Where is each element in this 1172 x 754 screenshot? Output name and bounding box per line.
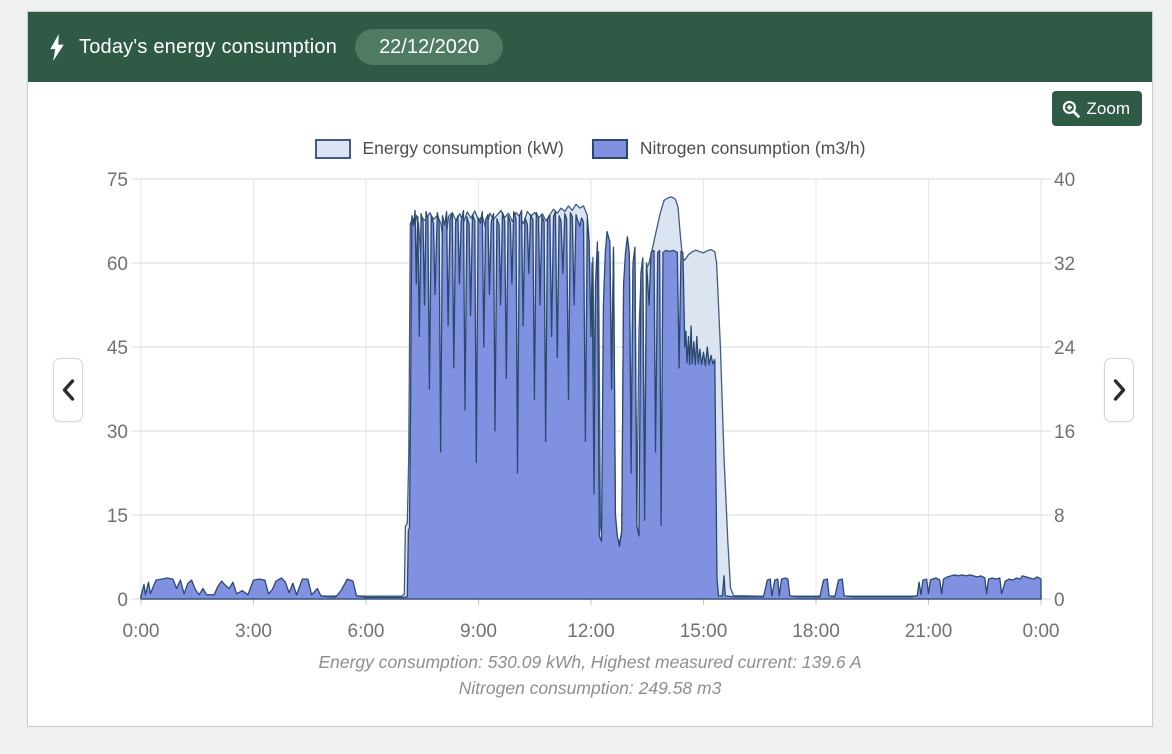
panel-title: Today's energy consumption [79,35,338,58]
chart-legend: Energy consumption (kW) Nitrogen consump… [28,138,1152,159]
y-right-tick-label: 24 [1054,338,1076,359]
x-tick-label: 9:00 [460,621,497,642]
x-tick-label: 0:00 [123,621,160,642]
y-left-tick-label: 45 [107,338,128,359]
y-left-tick-label: 15 [107,506,128,527]
y-right-tick-label: 40 [1054,170,1075,191]
summary-line-nitrogen: Nitrogen consumption: 249.58 m3 [458,678,722,698]
x-tick-label: 15:00 [680,621,728,642]
x-tick-label: 3:00 [235,621,272,642]
panel-header: Today's energy consumption 22/12/2020 [28,12,1152,82]
y-left-tick-label: 0 [117,590,128,611]
legend-item-energy[interactable]: Energy consumption (kW) [314,138,564,159]
date-badge: 22/12/2020 [355,29,504,65]
x-tick-label: 12:00 [567,621,615,642]
lightning-bolt-icon [50,33,64,61]
y-left-tick-label: 75 [107,170,128,191]
legend-label-energy: Energy consumption (kW) [362,138,564,158]
previous-day-button[interactable] [53,358,83,422]
y-right-tick-label: 8 [1054,506,1065,527]
y-right-tick-label: 32 [1054,254,1075,275]
zoom-button-label: Zoom [1086,98,1130,118]
legend-label-nitrogen: Nitrogen consumption (m3/h) [639,138,866,158]
legend-swatch-energy [314,138,351,159]
x-tick-label: 21:00 [905,621,953,642]
x-tick-label: 18:00 [792,621,840,642]
area-series-nitrogen [140,209,1042,600]
zoom-button[interactable]: Zoom [1051,91,1142,126]
y-left-tick-label: 30 [107,422,128,443]
chevron-right-icon [1113,379,1125,401]
chart-area: 0 15 30 45 60 75 0 8 16 24 32 40 0:00 3:00 6:00 9:00 12:… [28,82,1152,726]
y-right-tick-label: 16 [1054,422,1075,443]
summary-line-energy: Energy consumption: 530.09 kWh, Highest … [318,652,862,672]
chevron-left-icon [62,379,74,401]
next-day-button[interactable] [1104,358,1134,422]
x-tick-label: 0:00 [1023,621,1060,642]
magnifier-plus-icon [1062,100,1080,118]
legend-item-nitrogen[interactable]: Nitrogen consumption (m3/h) [591,138,866,159]
y-left-tick-label: 60 [107,254,128,275]
y-right-tick-label: 0 [1054,590,1065,611]
chart-svg[interactable]: 0 15 30 45 60 75 0 8 16 24 32 40 0:00 3:00 6:00 9:00 12:… [28,82,1152,726]
x-tick-label: 6:00 [348,621,385,642]
energy-consumption-panel: Today's energy consumption 22/12/2020 0 1… [27,11,1153,727]
legend-swatch-nitrogen [591,138,628,159]
